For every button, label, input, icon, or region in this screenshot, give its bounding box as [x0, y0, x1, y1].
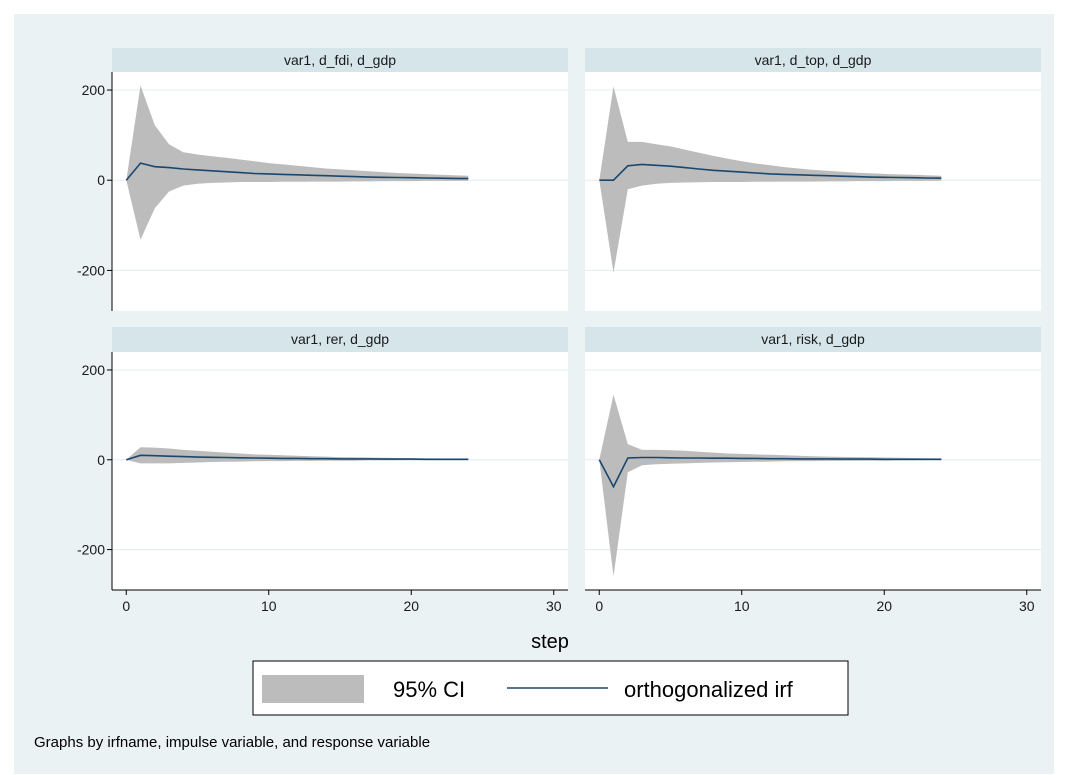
panel-title: var1, d_top, d_gdp [755, 52, 872, 68]
x-tick-label: 20 [876, 598, 892, 614]
plot-region [585, 72, 1041, 311]
graph-note: Graphs by irfname, impulse variable, and… [34, 734, 430, 751]
legend-irf-label: orthogonalized irf [624, 677, 794, 702]
y-tick-label: -200 [77, 262, 105, 278]
x-axis-title: step [531, 631, 569, 653]
irf-line [598, 456, 942, 489]
panel-1: var1, d_fdi, d_gdp 200 0 -200 [77, 48, 568, 311]
y-tick-label: 200 [82, 362, 106, 378]
legend-ci-swatch [262, 675, 364, 703]
legend-ci-label: 95% CI [393, 677, 465, 702]
panel-strip [112, 327, 568, 352]
x-tick-label: 20 [403, 598, 419, 614]
x-tick-label: 10 [261, 598, 277, 614]
x-tick-label: 30 [546, 598, 562, 614]
y-tick-label: 0 [97, 172, 105, 188]
irf-line [125, 162, 469, 181]
panel-3: var1, rer, d_gdp 200 0 -200 0 10 20 30 [77, 327, 568, 614]
irf-line [599, 163, 942, 181]
irf-line [126, 454, 469, 461]
plot-region [112, 352, 568, 590]
plot-region [112, 72, 568, 311]
x-tick-label: 0 [595, 598, 603, 614]
y-tick-label: 0 [97, 452, 105, 468]
panel-title: var1, d_fdi, d_gdp [284, 52, 396, 68]
panel-4: var1, risk, d_gdp 0 10 20 30 [585, 327, 1041, 614]
panel-strip [585, 48, 1041, 72]
panel-title: var1, rer, d_gdp [291, 331, 389, 347]
y-tick-label: -200 [77, 542, 105, 558]
panel-title: var1, risk, d_gdp [761, 331, 865, 347]
ci-band [126, 85, 469, 240]
x-tick-label: 30 [1019, 598, 1035, 614]
plot-region [585, 352, 1041, 590]
x-tick-label: 10 [734, 598, 750, 614]
legend: 95% CI orthogonalized irf [252, 660, 849, 716]
ci-band [599, 86, 942, 273]
x-tick-label: 0 [122, 598, 130, 614]
y-tick-label: 200 [82, 82, 106, 98]
panel-strip [112, 48, 568, 72]
panel-2: var1, d_top, d_gdp [585, 48, 1041, 311]
panel-strip [585, 327, 1041, 352]
